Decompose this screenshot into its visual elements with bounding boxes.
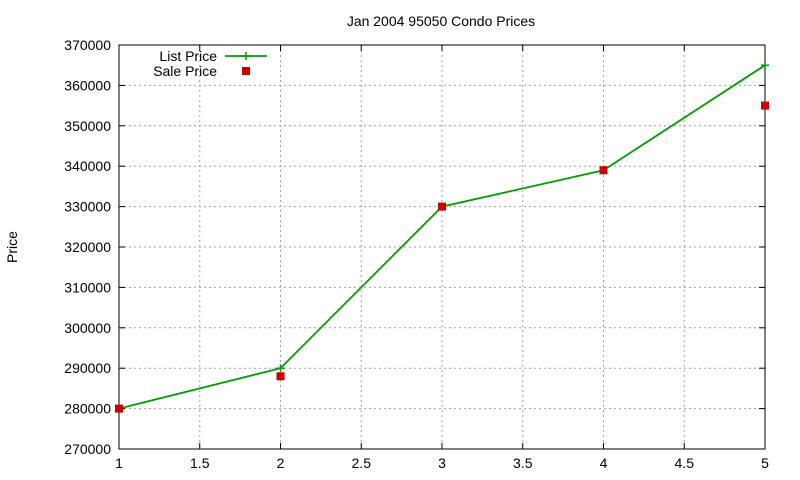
x-tick-label: 5 xyxy=(761,455,769,471)
axis-ticks xyxy=(118,44,766,450)
x-tick-label: 2 xyxy=(277,455,285,471)
y-tick-label: 340000 xyxy=(64,158,111,174)
y-tick-label: 290000 xyxy=(64,360,111,376)
y-tick-label: 370000 xyxy=(64,37,111,53)
x-tick-label: 1.5 xyxy=(190,455,210,471)
x-tick-label: 1 xyxy=(115,455,123,471)
y-tick-label: 280000 xyxy=(64,401,111,417)
y-tick-label: 350000 xyxy=(64,118,111,134)
x-tick-label: 3 xyxy=(438,455,446,471)
chart-title: Jan 2004 95050 Condo Prices xyxy=(347,13,535,29)
sale-price-point xyxy=(115,404,123,413)
list-price-point xyxy=(276,364,285,373)
x-tick-label: 2.5 xyxy=(352,455,372,471)
sale-price-point xyxy=(438,202,446,211)
y-tick-label: 330000 xyxy=(64,199,111,215)
y-axis-label: Price xyxy=(4,231,20,263)
x-tick-label: 4 xyxy=(600,455,608,471)
y-tick-label: 310000 xyxy=(64,279,111,295)
list-price-point xyxy=(761,61,769,70)
y-tick-label: 300000 xyxy=(64,320,111,336)
series-sale-price xyxy=(115,101,769,413)
y-tick-label: 320000 xyxy=(64,239,111,255)
sale-price-point xyxy=(276,372,285,381)
legend-square-marker xyxy=(242,67,250,75)
legend-label: List Price xyxy=(159,48,217,64)
sale-price-point xyxy=(599,166,608,175)
series-layer xyxy=(115,61,769,413)
sale-price-point xyxy=(761,101,769,110)
y-tick-label: 360000 xyxy=(64,77,111,93)
legend-label: Sale Price xyxy=(153,63,217,79)
y-tick-label: 270000 xyxy=(64,441,111,457)
tick-labels: 1 1.5 2 2.5 3 3.5 4 4.5 5 270000 280000 290000 30000… xyxy=(64,37,769,471)
x-tick-label: 3.5 xyxy=(513,455,533,471)
legend-plus-marker xyxy=(242,52,250,60)
grid-lines xyxy=(119,45,765,449)
x-tick-label: 4.5 xyxy=(675,455,695,471)
